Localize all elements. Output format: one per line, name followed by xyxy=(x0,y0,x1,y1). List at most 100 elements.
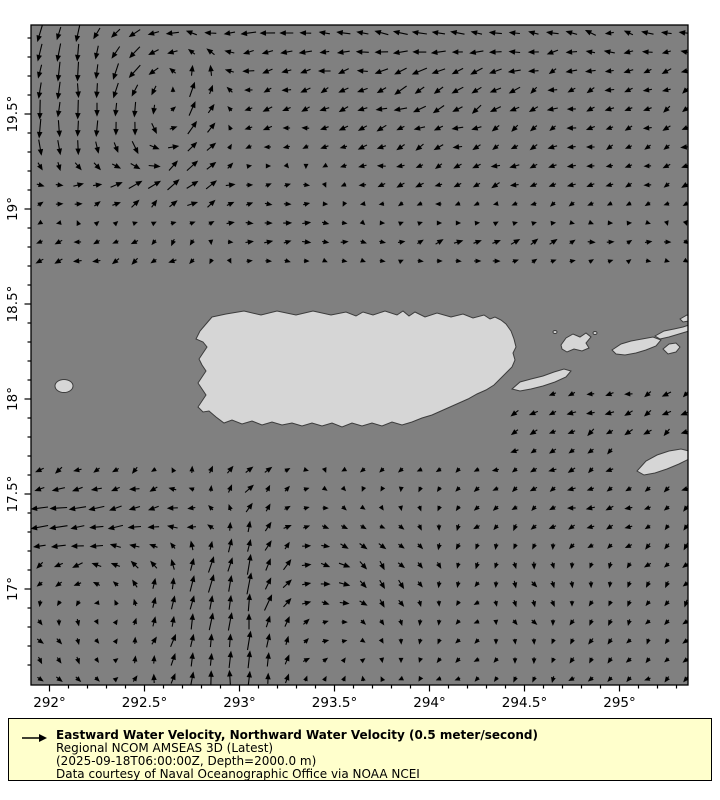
velocity-arrow xyxy=(37,219,44,225)
velocity-arrow xyxy=(532,676,537,683)
velocity-arrow xyxy=(341,639,348,644)
velocity-arrow xyxy=(569,239,576,245)
velocity-arrow xyxy=(340,163,347,168)
velocity-arrow xyxy=(112,658,119,664)
velocity-arrow xyxy=(168,160,178,171)
velocity-arrow xyxy=(55,581,63,587)
velocity-arrow xyxy=(396,182,405,188)
velocity-arrow xyxy=(360,239,367,244)
velocity-arrow xyxy=(510,238,521,245)
velocity-arrow xyxy=(471,125,482,131)
velocity-arrow xyxy=(513,676,518,683)
velocity-arrow xyxy=(643,182,652,188)
velocity-arrow xyxy=(475,561,480,570)
velocity-arrow xyxy=(680,429,688,435)
quiver-arrows xyxy=(31,25,688,685)
velocity-arrow xyxy=(132,617,137,626)
velocity-arrow xyxy=(550,600,555,607)
velocity-arrow xyxy=(263,144,271,150)
velocity-arrow xyxy=(455,467,461,473)
velocity-arrow xyxy=(322,657,329,663)
velocity-arrow xyxy=(244,484,254,493)
velocity-arrow xyxy=(361,486,367,492)
velocity-arrow xyxy=(550,619,556,626)
velocity-arrow xyxy=(340,485,347,492)
velocity-arrow xyxy=(566,182,576,188)
velocity-arrow xyxy=(112,638,118,645)
velocity-arrow xyxy=(551,676,556,684)
velocity-arrow xyxy=(151,104,157,115)
velocity-arrow xyxy=(379,579,386,590)
velocity-arrow xyxy=(431,68,446,74)
velocity-arrow xyxy=(416,467,423,472)
velocity-arrow xyxy=(37,676,44,682)
velocity-arrow xyxy=(510,182,519,188)
velocity-arrow xyxy=(73,239,82,245)
velocity-arrow xyxy=(112,676,119,683)
velocity-arrow xyxy=(663,105,671,113)
velocity-arrow xyxy=(322,257,328,263)
velocity-arrow xyxy=(207,199,216,208)
velocity-arrow xyxy=(76,220,82,226)
velocity-arrow xyxy=(489,68,502,74)
velocity-arrow xyxy=(379,220,386,226)
velocity-arrow xyxy=(547,144,558,150)
velocity-arrow xyxy=(605,467,614,472)
velocity-arrow xyxy=(114,599,119,606)
velocity-arrow xyxy=(31,524,49,531)
velocity-arrow xyxy=(92,581,101,587)
velocity-arrow xyxy=(512,221,518,226)
legend-box: Eastward Water Velocity, Northward Water… xyxy=(8,718,712,781)
velocity-arrow xyxy=(340,182,347,187)
velocity-arrow xyxy=(264,201,273,207)
velocity-arrow xyxy=(680,68,688,74)
velocity-arrow xyxy=(37,656,43,665)
velocity-arrow xyxy=(320,125,329,131)
velocity-arrow xyxy=(110,182,123,188)
velocity-arrow xyxy=(264,540,272,551)
velocity-arrow xyxy=(245,144,252,149)
velocity-arrow xyxy=(207,556,215,573)
velocity-arrow xyxy=(512,619,518,626)
velocity-arrow xyxy=(169,125,178,131)
velocity-arrow xyxy=(567,87,576,93)
velocity-arrow xyxy=(56,162,62,172)
velocity-arrow xyxy=(379,657,385,664)
velocity-arrow xyxy=(170,615,176,627)
velocity-arrow xyxy=(207,574,215,593)
velocity-arrow xyxy=(282,579,292,589)
velocity-arrow xyxy=(584,68,596,74)
velocity-arrow xyxy=(531,599,537,608)
velocity-arrow xyxy=(379,467,385,473)
velocity-arrow xyxy=(398,638,404,645)
y-tick-label: 19.5° xyxy=(5,96,21,133)
velocity-arrow xyxy=(284,654,290,665)
velocity-vector-map: 292° 292.5° 293° 293.5° 294° 294.5° 295°19.5°1… xyxy=(5,24,689,711)
velocity-arrow xyxy=(242,49,254,55)
velocity-arrow xyxy=(624,163,633,168)
velocity-arrow xyxy=(417,239,424,245)
velocity-arrow xyxy=(531,221,537,226)
velocity-arrow xyxy=(302,239,312,245)
velocity-arrow xyxy=(34,467,44,473)
velocity-arrow xyxy=(586,524,595,530)
velocity-arrow xyxy=(147,30,160,36)
velocity-arrow xyxy=(264,594,273,611)
velocity-arrow xyxy=(240,30,257,37)
velocity-arrow xyxy=(227,574,234,592)
velocity-arrow xyxy=(589,619,594,626)
velocity-arrow xyxy=(320,581,331,587)
velocity-arrow xyxy=(417,543,424,550)
y-tick-label: 17° xyxy=(5,577,21,601)
velocity-arrow xyxy=(436,562,442,569)
velocity-arrow xyxy=(473,619,480,624)
velocity-arrow xyxy=(473,486,480,492)
velocity-arrow xyxy=(568,676,575,681)
velocity-arrow xyxy=(93,45,100,60)
velocity-arrow xyxy=(206,142,217,151)
velocity-arrow xyxy=(663,239,672,245)
velocity-arrow xyxy=(151,577,157,589)
velocity-arrow xyxy=(170,633,176,648)
velocity-arrow xyxy=(75,656,80,665)
velocity-arrow xyxy=(132,655,138,664)
